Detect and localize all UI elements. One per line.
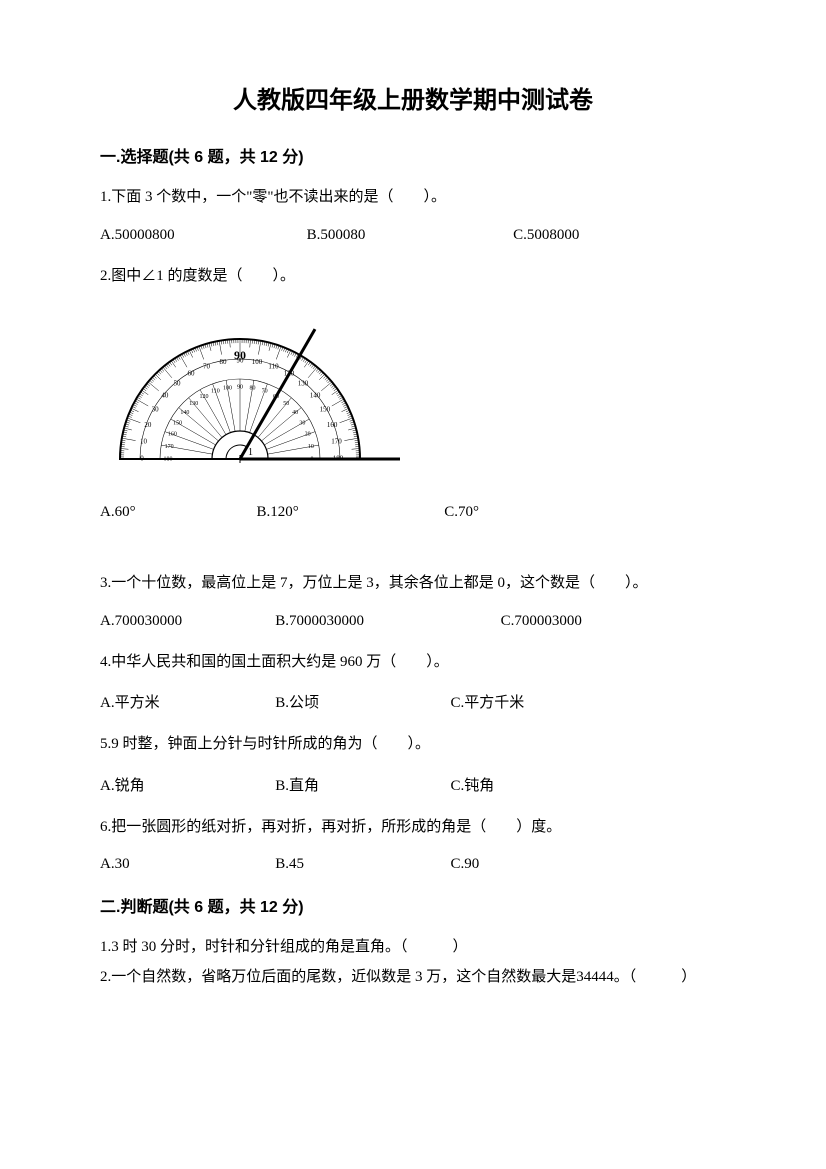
q3-opt-c: C.700003000: [501, 613, 726, 630]
q3-opt-a: A.700030000: [100, 613, 275, 630]
svg-text:90: 90: [234, 348, 246, 362]
q4-opt-b: B.公顷: [275, 691, 450, 712]
protractor-svg: 0180101702016030150401405013060120701108…: [100, 319, 400, 479]
svg-text:50: 50: [283, 401, 289, 407]
svg-text:20: 20: [144, 421, 152, 429]
svg-text:130: 130: [189, 401, 198, 407]
q5-options: A.锐角 B.直角 C.钝角: [100, 774, 726, 795]
svg-text:120: 120: [200, 394, 209, 400]
svg-text:170: 170: [331, 438, 342, 446]
q4-opt-c: C.平方千米: [451, 691, 626, 712]
q6-opt-b: B.45: [275, 856, 450, 873]
q4-options: A.平方米 B.公顷 C.平方千米: [100, 691, 726, 712]
svg-text:180: 180: [164, 456, 173, 462]
q3-options: A.700030000 B.7000030000 C.700003000: [100, 613, 726, 630]
svg-text:30: 30: [152, 406, 160, 414]
q6-opt-a: A.30: [100, 856, 275, 873]
svg-text:110: 110: [211, 389, 220, 395]
s2-q1: 1.3 时 30 分时，时针和分针组成的角是直角。（ ）: [100, 935, 726, 961]
svg-text:80: 80: [219, 358, 227, 366]
svg-text:40: 40: [161, 392, 169, 400]
protractor-figure: 0180101702016030150401405013060120701108…: [100, 319, 726, 484]
svg-text:110: 110: [268, 363, 279, 371]
q2-opt-c: C.70°: [444, 504, 601, 521]
svg-text:70: 70: [262, 389, 268, 395]
svg-text:140: 140: [310, 392, 321, 400]
q5-opt-b: B.直角: [275, 774, 450, 795]
q4-opt-a: A.平方米: [100, 691, 275, 712]
q6-text: 6.把一张圆形的纸对折，再对折，再对折，所形成的角是（ ）度。: [100, 815, 726, 841]
q2-text: 2.图中∠1 的度数是（ ）。: [100, 264, 726, 290]
q5-opt-a: A.锐角: [100, 774, 275, 795]
q5-text: 5.9 时整，钟面上分针与时针所成的角为（ ）。: [100, 732, 726, 758]
svg-text:30: 30: [299, 420, 305, 426]
svg-text:40: 40: [292, 410, 298, 416]
q3-text: 3.一个十位数，最高位上是 7，万位上是 3，其余各位上都是 0，这个数是（ ）…: [100, 571, 726, 597]
q2-options: A.60° B.120° C.70°: [100, 504, 726, 521]
svg-text:170: 170: [165, 444, 174, 450]
svg-text:160: 160: [327, 421, 338, 429]
q1-options: A.50000800 B.500080 C.5008000: [100, 227, 726, 244]
svg-text:160: 160: [168, 432, 177, 438]
q2-opt-b: B.120°: [257, 504, 445, 521]
q5-opt-c: C.钝角: [451, 774, 626, 795]
svg-text:100: 100: [223, 385, 232, 391]
svg-text:60: 60: [188, 370, 196, 378]
q1-text: 1.下面 3 个数中，一个"零"也不读出来的是（ ）。: [100, 185, 726, 211]
svg-text:150: 150: [173, 420, 182, 426]
section-1-header: 一.选择题(共 6 题，共 12 分): [100, 143, 726, 167]
svg-text:0: 0: [140, 455, 144, 463]
s2-q2: 2.一个自然数，省略万位后面的尾数，近似数是 3 万，这个自然数最大是34444…: [100, 965, 726, 991]
svg-text:90: 90: [237, 384, 243, 390]
svg-text:10: 10: [308, 444, 314, 450]
q1-opt-a: A.50000800: [100, 227, 307, 244]
q1-opt-b: B.500080: [307, 227, 514, 244]
section-2-header: 二.判断题(共 6 题，共 12 分): [100, 893, 726, 917]
q3-opt-b: B.7000030000: [275, 613, 500, 630]
q6-opt-c: C.90: [451, 856, 626, 873]
svg-text:20: 20: [305, 432, 311, 438]
svg-text:1: 1: [248, 447, 253, 458]
svg-text:80: 80: [250, 385, 256, 391]
q4-text: 4.中华人民共和国的国土面积大约是 960 万（ ）。: [100, 650, 726, 676]
q6-options: A.30 B.45 C.90: [100, 856, 726, 873]
q1-opt-c: C.5008000: [513, 227, 720, 244]
page-title: 人教版四年级上册数学期中测试卷: [100, 80, 726, 115]
svg-text:150: 150: [320, 406, 331, 414]
svg-text:140: 140: [180, 410, 189, 416]
svg-text:10: 10: [140, 438, 148, 446]
svg-text:100: 100: [252, 358, 263, 366]
q2-opt-a: A.60°: [100, 504, 257, 521]
svg-text:70: 70: [203, 363, 211, 371]
svg-text:130: 130: [298, 380, 309, 388]
svg-text:50: 50: [174, 380, 182, 388]
